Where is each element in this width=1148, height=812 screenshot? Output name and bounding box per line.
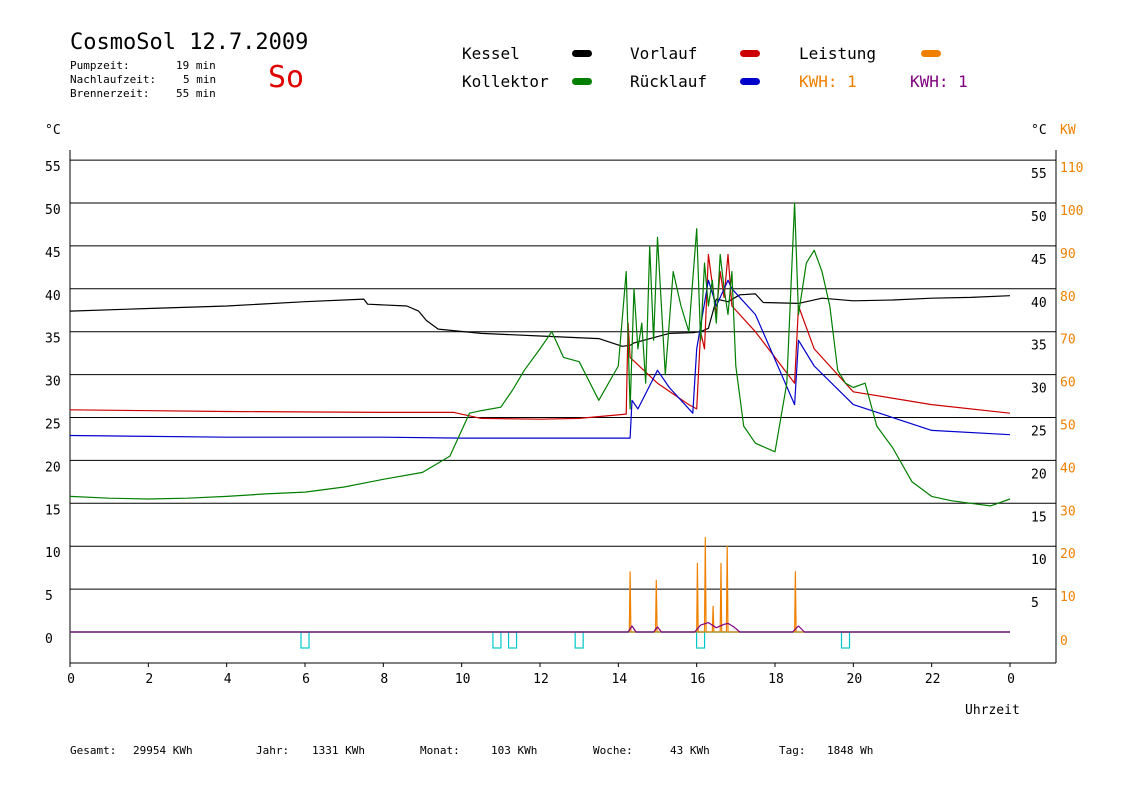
legend-kwh-orange: KWH: 1	[799, 72, 857, 91]
y-tick-label-right: 50	[1031, 210, 1047, 225]
y-tick-label-right: 35	[1031, 339, 1047, 354]
x-tick-label: 14	[612, 672, 628, 687]
y-tick-label-left: 5	[45, 589, 53, 604]
legend-leistung-label: Leistung	[799, 44, 877, 63]
pump-time-label: Pumpzeit:	[70, 59, 130, 72]
y-tick-label-right: 15	[1031, 510, 1047, 525]
footer-woche-value: 43 KWh	[670, 744, 710, 757]
kw-tick-label: 90	[1060, 247, 1076, 262]
y-tick-label-left: 30	[45, 375, 61, 390]
series-vorlauf	[69, 253, 1011, 420]
pump-marker	[507, 631, 518, 649]
x-tick-label: 6	[302, 672, 310, 687]
kw-tick-label: 100	[1060, 204, 1083, 219]
x-tick-label: 16	[690, 672, 706, 687]
footer-tag-label: Tag:	[779, 744, 806, 757]
kw-tick-label: 0	[1060, 634, 1068, 649]
kw-tick-label: 80	[1060, 290, 1076, 305]
pump-marker	[574, 631, 584, 649]
page-title: CosmoSol 12.7.2009	[70, 30, 309, 55]
footer-gesamt-value: 29954 KWh	[133, 744, 193, 757]
x-tick-label: 22	[925, 672, 941, 687]
y-tick-label-left: 15	[45, 503, 61, 518]
series-ruecklauf	[69, 279, 1011, 439]
footer-gesamt-label: Gesamt:	[70, 744, 117, 757]
footer-woche-label: Woche:	[593, 744, 633, 757]
kw-tick-label: 110	[1060, 161, 1083, 176]
footer-jahr-label: Jahr:	[256, 744, 290, 757]
pump-marker	[695, 631, 706, 649]
legend-kwh-purple: KWH: 1	[910, 72, 968, 91]
x-tick-label: 0	[1007, 672, 1015, 687]
x-tick-label: 8	[380, 672, 388, 687]
y-tick-label-left: 0	[45, 632, 53, 647]
brenner-time-label: Brennerzeit:	[70, 87, 150, 100]
legend-kessel-swatch	[572, 50, 592, 57]
footer-monat-label: Monat:	[420, 744, 460, 757]
y-tick-label-right: 45	[1031, 253, 1047, 268]
y-tick-label-left: 35	[45, 332, 61, 347]
series-leistung	[70, 536, 1010, 633]
y-tick-label-left: 40	[45, 289, 61, 304]
legend-ruecklauf-label: Rücklauf	[630, 72, 708, 91]
y-tick-label-left: 55	[45, 160, 61, 175]
y-tick-label-left: 20	[45, 460, 61, 475]
weekday-label: So	[268, 60, 305, 95]
y-tick-label-right: 20	[1031, 467, 1047, 482]
x-tick-label: 10	[455, 672, 471, 687]
kw-tick-label: 10	[1060, 590, 1076, 605]
footer-tag-value: 1848 Wh	[827, 744, 874, 757]
x-tick-label: 2	[145, 672, 153, 687]
x-tick-label: 12	[533, 672, 549, 687]
legend-leistung-swatch	[921, 50, 941, 57]
kw-tick-label: 40	[1060, 461, 1076, 476]
legend-vorlauf-label: Vorlauf	[630, 44, 698, 63]
y-tick-label-left: 50	[45, 203, 61, 218]
kw-tick-label: 30	[1060, 504, 1076, 519]
footer-monat-value: 103 KWh	[491, 744, 538, 757]
y-tick-label-left: 10	[45, 546, 61, 561]
pump-time-value: 19 min	[176, 59, 216, 72]
legend-ruecklauf-swatch	[740, 78, 760, 85]
pump-marker	[840, 631, 851, 649]
legend-vorlauf-swatch	[740, 50, 760, 57]
y-tick-label-right: 10	[1031, 553, 1047, 568]
kw-tick-label: 60	[1060, 376, 1076, 391]
legend-kollektor-swatch	[572, 78, 592, 85]
legend-kollektor-label: Kollektor	[462, 72, 549, 91]
y-tick-label-right: 30	[1031, 382, 1047, 397]
x-tick-label: 18	[768, 672, 784, 687]
y-tick-label-right: 40	[1031, 296, 1047, 311]
legend-kessel-label: Kessel	[462, 44, 520, 63]
kw-tick-label: 70	[1060, 333, 1076, 348]
y-tick-label-left: 25	[45, 418, 61, 433]
x-axis-title: Uhrzeit	[965, 703, 1020, 718]
y-tick-label-left: 45	[45, 246, 61, 261]
nachlauf-time-value: 5 min	[183, 73, 217, 86]
y-tick-label-right: 25	[1031, 425, 1047, 440]
x-tick-label: 20	[847, 672, 863, 687]
kw-tick-label: 50	[1060, 419, 1076, 434]
kw-tick-label: 20	[1060, 547, 1076, 562]
series-kessel	[69, 293, 1011, 347]
series-kwh	[70, 621, 1010, 633]
x-tick-label: 0	[67, 672, 75, 687]
y-tick-label-right: 5	[1031, 596, 1039, 611]
y-axis-unit-left: °C	[45, 123, 61, 138]
pump-marker	[300, 631, 310, 649]
footer-jahr-value: 1331 KWh	[312, 744, 365, 757]
x-tick-label: 4	[224, 672, 232, 687]
brenner-time-value: 55 min	[176, 87, 216, 100]
y-axis-unit-right: °C	[1031, 123, 1047, 138]
kw-axis-unit: KW	[1060, 123, 1076, 138]
y-tick-label-right: 55	[1031, 167, 1047, 182]
pump-marker	[492, 631, 502, 649]
series-kollektor	[69, 202, 1011, 507]
nachlauf-time-label: Nachlaufzeit:	[70, 73, 157, 86]
